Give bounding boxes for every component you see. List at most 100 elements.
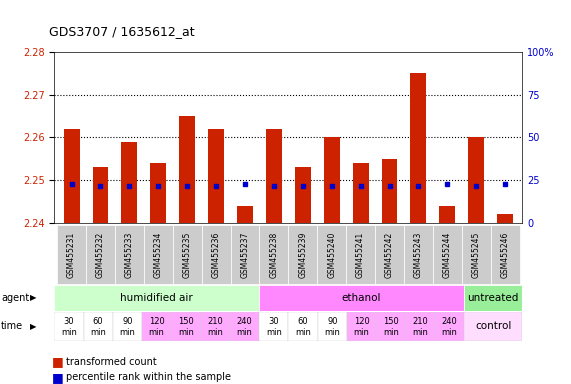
Text: GSM455242: GSM455242 (385, 231, 394, 278)
Bar (347, 312, 376, 341)
Bar (208, 129, 224, 223)
Bar (83, 312, 112, 341)
Text: GSM455244: GSM455244 (443, 231, 452, 278)
Text: time: time (1, 321, 23, 331)
Bar (497, 214, 513, 223)
Bar (200, 312, 230, 341)
Bar (237, 205, 253, 223)
Bar (259, 225, 288, 284)
Bar (324, 137, 340, 223)
Text: min: min (324, 328, 340, 337)
Text: min: min (295, 328, 311, 337)
Text: GDS3707 / 1635612_at: GDS3707 / 1635612_at (49, 25, 194, 38)
Text: min: min (148, 328, 164, 337)
Text: ▶: ▶ (30, 293, 36, 303)
Bar (376, 312, 405, 341)
Bar (266, 129, 282, 223)
Text: 210: 210 (207, 316, 223, 326)
Bar (295, 167, 311, 223)
Bar (231, 225, 259, 284)
Bar (464, 312, 522, 341)
Text: 60: 60 (297, 316, 308, 326)
Bar (405, 312, 435, 341)
Text: 240: 240 (441, 316, 457, 326)
Bar (317, 312, 347, 341)
Text: min: min (412, 328, 428, 337)
Text: GSM455231: GSM455231 (67, 231, 76, 278)
Text: ■: ■ (51, 371, 63, 384)
Text: GSM455234: GSM455234 (154, 231, 163, 278)
Bar (57, 225, 86, 284)
Bar (288, 312, 317, 341)
Text: 30: 30 (268, 316, 279, 326)
Text: 90: 90 (327, 316, 337, 326)
Bar (490, 225, 520, 284)
Text: GSM455235: GSM455235 (183, 231, 192, 278)
Bar (346, 225, 375, 284)
Bar (404, 225, 433, 284)
Text: GSM455232: GSM455232 (96, 231, 105, 278)
Text: min: min (61, 328, 77, 337)
Bar (288, 225, 317, 284)
Bar (54, 312, 83, 341)
Bar (353, 163, 368, 223)
Text: GSM455241: GSM455241 (356, 231, 365, 278)
Bar (86, 225, 115, 284)
Bar (93, 167, 108, 223)
Bar (150, 163, 166, 223)
Bar (433, 225, 462, 284)
Bar (468, 137, 484, 223)
Text: min: min (207, 328, 223, 337)
Text: 30: 30 (63, 316, 74, 326)
Text: GSM455238: GSM455238 (270, 231, 279, 278)
Bar (179, 116, 195, 223)
Bar (375, 225, 404, 284)
Text: untreated: untreated (468, 293, 519, 303)
Bar (113, 312, 142, 341)
Text: min: min (236, 328, 252, 337)
Text: ethanol: ethanol (342, 293, 381, 303)
Text: GSM455245: GSM455245 (472, 231, 481, 278)
Text: transformed count: transformed count (66, 357, 156, 367)
Text: GSM455243: GSM455243 (414, 231, 423, 278)
Bar (115, 225, 144, 284)
Bar (142, 312, 171, 341)
Bar (144, 225, 173, 284)
Bar (381, 159, 397, 223)
Text: min: min (90, 328, 106, 337)
Bar (63, 129, 79, 223)
Text: min: min (119, 328, 135, 337)
Text: min: min (441, 328, 457, 337)
Text: GSM455233: GSM455233 (125, 231, 134, 278)
Text: 60: 60 (93, 316, 103, 326)
Bar (54, 285, 259, 311)
Bar (462, 225, 490, 284)
Text: GSM455239: GSM455239 (298, 231, 307, 278)
Text: percentile rank within the sample: percentile rank within the sample (66, 372, 231, 382)
Bar (439, 205, 455, 223)
Text: ■: ■ (51, 355, 63, 368)
Text: 120: 120 (149, 316, 164, 326)
Bar (171, 312, 200, 341)
Text: ▶: ▶ (30, 322, 36, 331)
Text: 210: 210 (412, 316, 428, 326)
Text: GSM455236: GSM455236 (212, 231, 220, 278)
Bar (202, 225, 231, 284)
Text: GSM455246: GSM455246 (501, 231, 510, 278)
Text: GSM455237: GSM455237 (240, 231, 250, 278)
Text: min: min (353, 328, 369, 337)
Text: GSM455240: GSM455240 (327, 231, 336, 278)
Bar (435, 312, 464, 341)
Bar (317, 225, 346, 284)
Bar (464, 285, 522, 311)
Text: min: min (178, 328, 194, 337)
Text: agent: agent (1, 293, 29, 303)
Text: 150: 150 (178, 316, 194, 326)
Bar (259, 285, 464, 311)
Text: humidified air: humidified air (120, 293, 193, 303)
Bar (230, 312, 259, 341)
Text: control: control (475, 321, 512, 331)
Text: 240: 240 (236, 316, 252, 326)
Bar (411, 73, 427, 223)
Text: min: min (383, 328, 399, 337)
